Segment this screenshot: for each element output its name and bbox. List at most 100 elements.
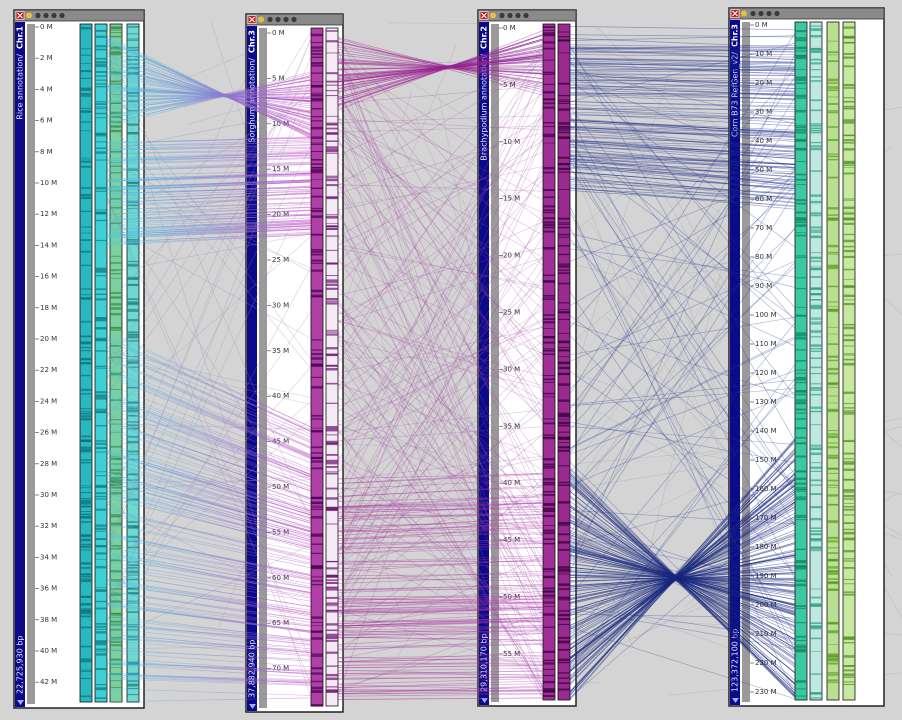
- synteny-link: [106, 546, 312, 587]
- feature: [127, 688, 139, 690]
- feature: [311, 290, 323, 293]
- scroll-arrow[interactable]: [732, 698, 739, 703]
- feature: [558, 414, 570, 418]
- header-button[interactable]: [766, 10, 772, 17]
- feature: [110, 468, 122, 472]
- header-button[interactable]: [523, 12, 529, 19]
- tick-label: 110 M: [755, 340, 777, 348]
- feature: [810, 697, 822, 699]
- feature: [127, 278, 139, 281]
- feature: [95, 590, 107, 593]
- feature: [110, 125, 122, 127]
- feature: [795, 490, 807, 492]
- feature: [326, 637, 338, 640]
- feature: [558, 465, 570, 467]
- feature: [311, 580, 323, 582]
- synteny-link: [106, 584, 312, 614]
- synteny-link: [569, 391, 796, 486]
- feature: [95, 288, 107, 289]
- synteny-link: [106, 60, 312, 124]
- synteny-link: [106, 86, 312, 102]
- feature: [843, 339, 855, 342]
- tick-label: 100 M: [755, 311, 777, 319]
- header-button[interactable]: [43, 12, 49, 19]
- feature: [311, 289, 323, 291]
- synteny-link: [106, 678, 312, 686]
- header-button[interactable]: [275, 16, 281, 23]
- feature: [810, 200, 822, 204]
- feature: [558, 649, 570, 651]
- header-button[interactable]: [291, 16, 297, 23]
- header-button[interactable]: [51, 12, 57, 19]
- feature: [543, 221, 555, 224]
- header-button[interactable]: [750, 10, 756, 17]
- lock-button[interactable]: [490, 12, 496, 19]
- synteny-link: [337, 656, 544, 663]
- feature: [80, 93, 92, 96]
- header-button[interactable]: [59, 12, 65, 19]
- feature: [810, 69, 822, 71]
- feature: [110, 312, 122, 316]
- scroll-arrow[interactable]: [481, 698, 488, 703]
- feature: [95, 141, 107, 143]
- feature: [95, 147, 107, 149]
- lock-button[interactable]: [741, 10, 747, 17]
- synteny-link: [569, 178, 796, 203]
- feature: [127, 308, 139, 310]
- feature: [810, 393, 822, 396]
- feature: [326, 442, 338, 445]
- feature: [795, 608, 807, 609]
- synteny-link: [106, 493, 312, 551]
- feature: [843, 655, 855, 658]
- synteny-link: [569, 322, 796, 597]
- header-button[interactable]: [758, 10, 764, 17]
- feature: [80, 696, 92, 698]
- feature: [558, 188, 570, 190]
- synteny-link: [569, 118, 796, 410]
- feature: [810, 229, 822, 231]
- synteny-link: [337, 59, 544, 190]
- feature: [80, 70, 92, 72]
- synteny-link: [337, 524, 544, 532]
- synteny-link: [337, 518, 544, 529]
- header-button[interactable]: [774, 10, 780, 17]
- header-button[interactable]: [267, 16, 273, 23]
- feature: [795, 306, 807, 308]
- feature: [311, 168, 323, 171]
- lock-button[interactable]: [26, 12, 32, 19]
- feature: [827, 218, 839, 221]
- synteny-link: [569, 151, 796, 165]
- feature: [795, 645, 807, 649]
- feature: [810, 547, 822, 550]
- header-button[interactable]: [499, 12, 505, 19]
- synteny-link: [337, 684, 544, 691]
- scroll-arrow[interactable]: [17, 700, 24, 705]
- feature: [543, 280, 555, 283]
- synteny-link: [569, 81, 796, 89]
- feature-track: [94, 23, 108, 703]
- feature: [326, 218, 338, 219]
- feature: [110, 463, 122, 465]
- header-button[interactable]: [515, 12, 521, 19]
- header-button[interactable]: [35, 12, 41, 19]
- feature: [311, 497, 323, 499]
- lock-button[interactable]: [258, 16, 264, 23]
- feature: [543, 378, 555, 381]
- feature: [80, 595, 92, 598]
- feature: [827, 472, 839, 474]
- feature: [795, 548, 807, 551]
- feature: [810, 226, 822, 229]
- feature: [80, 580, 92, 583]
- synteny-link: [106, 677, 312, 685]
- header-button[interactable]: [507, 12, 513, 19]
- synteny-link: [337, 601, 544, 604]
- feature: [95, 151, 107, 154]
- feature: [558, 108, 570, 111]
- feature: [558, 449, 570, 452]
- scroll-arrow[interactable]: [249, 704, 256, 709]
- feature: [95, 79, 107, 81]
- header-button[interactable]: [283, 16, 289, 23]
- synteny-link: [106, 48, 312, 699]
- feature: [843, 56, 855, 59]
- feature: [827, 655, 839, 657]
